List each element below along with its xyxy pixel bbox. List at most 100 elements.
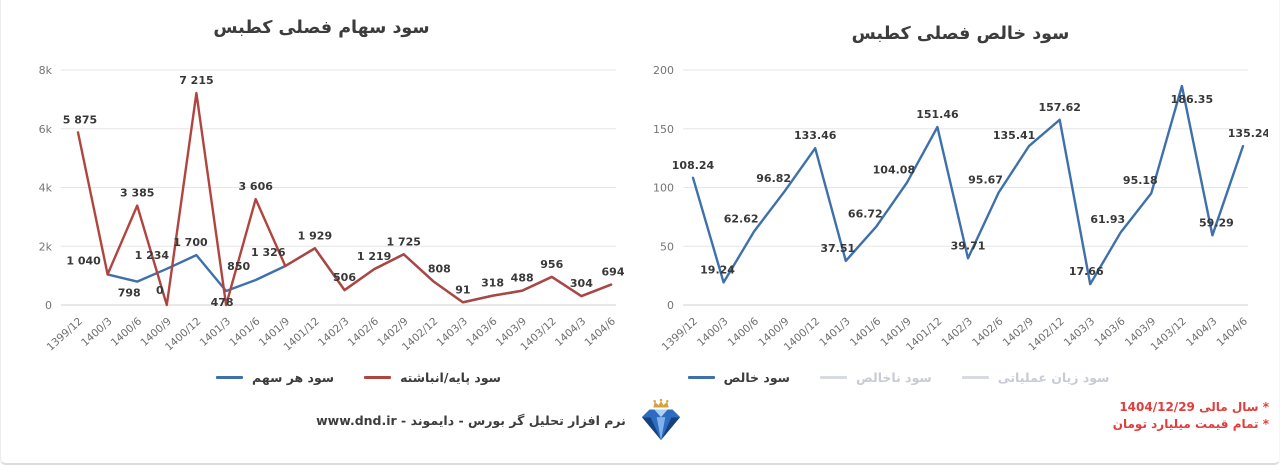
svg-text:1401/6: 1401/6 bbox=[848, 315, 884, 349]
svg-text:8k: 8k bbox=[39, 64, 53, 77]
svg-text:478: 478 bbox=[211, 296, 234, 309]
svg-text:62.62: 62.62 bbox=[724, 212, 759, 225]
legend-label: سود ناخالص bbox=[855, 369, 932, 385]
net-profit-line-chart-canvas[interactable]: 0501001502001399/121400/31400/61400/9140… bbox=[648, 56, 1268, 358]
svg-text:135.41: 135.41 bbox=[993, 129, 1035, 142]
footnotes: * سال مالی 1404/12/29 * تمام قیمت میلیار… bbox=[1113, 399, 1269, 433]
chart-title-eps: سود سهام فصلی کطبس bbox=[213, 18, 430, 38]
legend-line-swatch bbox=[819, 375, 847, 379]
svg-text:1404/6: 1404/6 bbox=[583, 315, 619, 349]
svg-text:1400/3: 1400/3 bbox=[695, 315, 730, 349]
legend-line-swatch bbox=[216, 375, 244, 379]
svg-text:506: 506 bbox=[333, 271, 356, 284]
legend-item-disabled-2[interactable]: سود زیان عملیاتی bbox=[961, 369, 1110, 385]
svg-text:91: 91 bbox=[455, 283, 470, 296]
svg-text:1403/6: 1403/6 bbox=[1092, 315, 1128, 349]
svg-text:1404/3: 1404/3 bbox=[1184, 315, 1219, 349]
svg-text:1403/3: 1403/3 bbox=[1062, 315, 1097, 349]
legend-label: سود پایه/انباشته bbox=[400, 369, 501, 385]
footnote-fiscal-year: * سال مالی 1404/12/29 bbox=[1119, 400, 1269, 414]
svg-text:694: 694 bbox=[602, 266, 625, 279]
svg-text:4k: 4k bbox=[39, 182, 53, 195]
svg-text:37.51: 37.51 bbox=[820, 242, 855, 255]
svg-text:1 929: 1 929 bbox=[298, 229, 332, 242]
chart-panel-net-profit: سود خالص فصلی کطبس 0 50 100 150 200 1399/12 14… bbox=[648, 0, 1273, 410]
legend-line-swatch bbox=[687, 375, 715, 379]
svg-text:1401/3: 1401/3 bbox=[817, 315, 852, 349]
svg-text:186.35: 186.35 bbox=[1171, 93, 1213, 106]
software-credit: نرم افزار تحلیل گر بورس - دایموند - www.… bbox=[1, 397, 1139, 443]
svg-text:808: 808 bbox=[428, 262, 451, 275]
svg-text:1404/6: 1404/6 bbox=[1215, 315, 1251, 349]
svg-text:1402/3: 1402/3 bbox=[316, 315, 351, 349]
svg-text:150: 150 bbox=[653, 123, 674, 136]
svg-text:100: 100 bbox=[653, 182, 674, 195]
svg-text:108.24: 108.24 bbox=[672, 159, 715, 172]
legend-item-active-0[interactable]: سود خالص bbox=[687, 370, 790, 385]
svg-text:1402/3: 1402/3 bbox=[940, 315, 975, 349]
svg-text:6k: 6k bbox=[39, 123, 53, 136]
svg-text:59.29: 59.29 bbox=[1199, 216, 1234, 229]
svg-text:1 040: 1 040 bbox=[66, 254, 101, 267]
svg-text:135.24: 135.24 bbox=[1228, 127, 1268, 140]
svg-text:200: 200 bbox=[653, 64, 674, 77]
svg-text:798: 798 bbox=[118, 287, 141, 300]
svg-text:1 219: 1 219 bbox=[357, 250, 391, 263]
svg-text:95.67: 95.67 bbox=[968, 174, 1003, 187]
svg-text:2k: 2k bbox=[39, 240, 53, 253]
svg-text:1400/3: 1400/3 bbox=[79, 315, 114, 349]
legend-item-disabled-1[interactable]: سود ناخالص bbox=[819, 369, 932, 385]
credit-text: نرم افزار تحلیل گر بورس - دایموند - www.… bbox=[316, 412, 626, 428]
svg-text:488: 488 bbox=[511, 272, 534, 285]
svg-text:956: 956 bbox=[540, 258, 563, 271]
legend-label: سود هر سهم bbox=[252, 369, 335, 385]
svg-text:1402/6: 1402/6 bbox=[346, 315, 382, 349]
svg-text:50: 50 bbox=[660, 240, 674, 253]
chart-title-net-profit: سود خالص فصلی کطبس bbox=[851, 24, 1070, 44]
svg-text:1 234: 1 234 bbox=[135, 249, 170, 262]
svg-text:66.72: 66.72 bbox=[848, 208, 883, 221]
svg-text:1399/12: 1399/12 bbox=[45, 315, 85, 353]
eps-chart-legend: سود هر سهم سود پایه/انباشته bbox=[46, 366, 671, 388]
svg-text:318: 318 bbox=[481, 277, 504, 290]
eps-line-chart-canvas[interactable]: 02k4k6k8k1399/121400/31400/61400/91400/1… bbox=[9, 56, 629, 358]
svg-text:1 725: 1 725 bbox=[386, 235, 420, 248]
svg-text:104.08: 104.08 bbox=[873, 164, 915, 177]
svg-text:1399/12: 1399/12 bbox=[660, 315, 700, 353]
svg-text:1403/6: 1403/6 bbox=[464, 315, 500, 349]
diamond-crown-logo-icon bbox=[641, 398, 681, 441]
chart-panel-eps: سود سهام فصلی کطبس 0 2k 4k 6k 8k 1399/12 1400/… bbox=[9, 0, 634, 410]
svg-text:157.62: 157.62 bbox=[1038, 101, 1080, 114]
svg-text:1400/6: 1400/6 bbox=[109, 315, 145, 349]
svg-text:1401/3: 1401/3 bbox=[198, 315, 233, 349]
svg-text:0: 0 bbox=[45, 299, 52, 312]
svg-text:3 385: 3 385 bbox=[120, 187, 154, 200]
svg-text:1400/6: 1400/6 bbox=[726, 315, 762, 349]
svg-text:1401/6: 1401/6 bbox=[227, 315, 263, 349]
svg-text:133.46: 133.46 bbox=[794, 129, 837, 142]
net-profit-chart-legend: سود خالص سود ناخالص سود زیان عملیاتی bbox=[586, 366, 1211, 388]
svg-text:1403/3: 1403/3 bbox=[434, 315, 469, 349]
svg-text:1404/3: 1404/3 bbox=[553, 315, 588, 349]
svg-text:1 326: 1 326 bbox=[251, 246, 286, 259]
svg-text:61.93: 61.93 bbox=[1090, 213, 1125, 226]
legend-line-swatch bbox=[364, 375, 392, 379]
svg-text:1 700: 1 700 bbox=[173, 236, 208, 249]
legend-line-swatch bbox=[961, 375, 989, 379]
svg-text:17.66: 17.66 bbox=[1069, 265, 1104, 278]
svg-text:7 215: 7 215 bbox=[179, 74, 213, 87]
svg-text:39.71: 39.71 bbox=[951, 239, 986, 252]
legend-label: سود زیان عملیاتی bbox=[997, 369, 1110, 385]
svg-text:151.46: 151.46 bbox=[916, 108, 959, 121]
footnote-unit: * تمام قیمت میلیارد تومان bbox=[1112, 417, 1269, 431]
legend-item-active-1[interactable]: سود پایه/انباشته bbox=[364, 370, 501, 385]
svg-text:0: 0 bbox=[156, 284, 164, 297]
svg-text:95.18: 95.18 bbox=[1123, 174, 1158, 187]
svg-text:3 606: 3 606 bbox=[238, 180, 273, 193]
svg-text:850: 850 bbox=[227, 260, 250, 273]
legend-item-active-0[interactable]: سود هر سهم bbox=[216, 370, 334, 385]
svg-text:19.24: 19.24 bbox=[700, 263, 735, 276]
svg-text:0: 0 bbox=[667, 299, 674, 312]
svg-text:5 875: 5 875 bbox=[63, 113, 97, 126]
